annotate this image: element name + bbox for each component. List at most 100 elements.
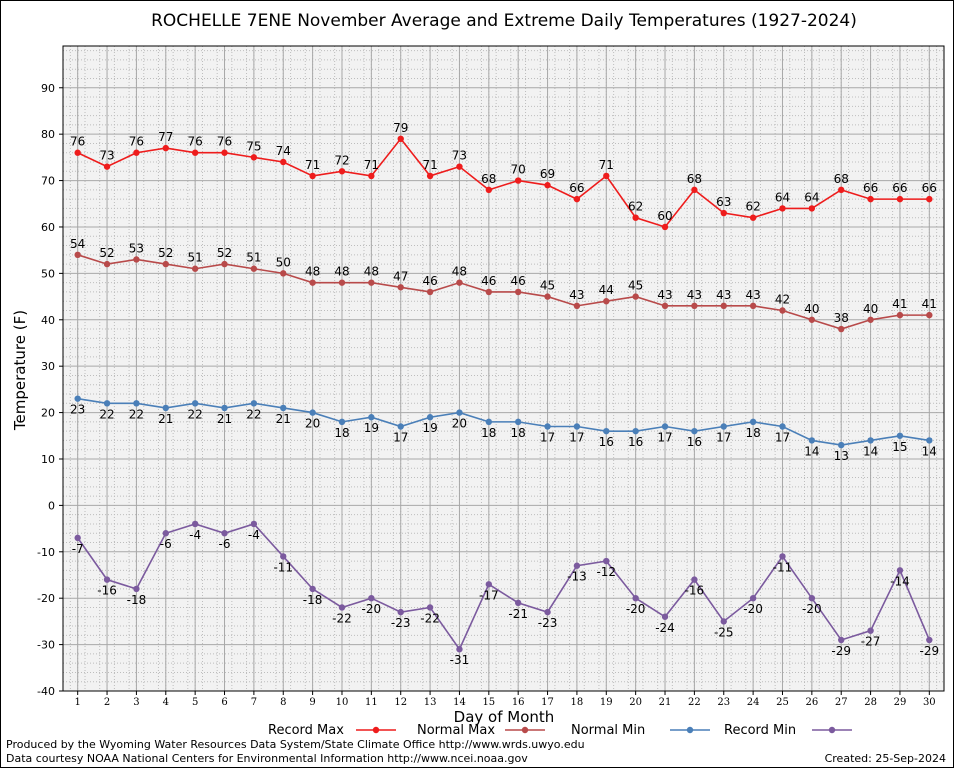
data-label: 76 xyxy=(217,135,232,149)
data-point xyxy=(74,395,81,402)
data-label: -20 xyxy=(743,602,763,616)
data-label: 17 xyxy=(393,431,408,445)
data-point xyxy=(603,172,610,180)
legend-marker xyxy=(521,726,529,734)
x-tick-label: 10 xyxy=(336,697,349,708)
data-label: -18 xyxy=(127,593,147,607)
data-point xyxy=(221,149,228,156)
temperature-chart: ROCHELLE 7ENE November Average and Extre… xyxy=(11,11,945,738)
data-label: 71 xyxy=(305,158,320,172)
data-point xyxy=(74,534,81,542)
y-tick-label: 90 xyxy=(41,82,55,95)
data-label: 71 xyxy=(422,158,437,172)
data-point xyxy=(573,562,581,569)
data-point xyxy=(133,400,140,407)
data-label: 51 xyxy=(188,251,203,265)
data-label: 71 xyxy=(364,158,379,172)
x-tick-label: 12 xyxy=(394,697,407,708)
data-label: 48 xyxy=(452,265,467,279)
data-point xyxy=(338,279,346,286)
data-label: -11 xyxy=(273,560,293,574)
data-point xyxy=(661,423,669,430)
data-point xyxy=(838,636,845,644)
series-layer: 76 73 76 77 76 76 75 74 71 72 71 79 71 73 68 70 69 66 71 62… xyxy=(70,121,939,667)
y-tick-label: 70 xyxy=(41,175,55,188)
data-point xyxy=(573,195,581,203)
data-label: -29 xyxy=(920,644,940,658)
data-point xyxy=(426,172,434,180)
grid xyxy=(63,46,944,692)
data-label: -20 xyxy=(626,602,646,616)
data-point xyxy=(485,418,493,426)
data-point xyxy=(603,427,610,435)
data-point xyxy=(514,177,522,184)
data-point xyxy=(280,404,287,412)
data-label: 17 xyxy=(569,431,584,445)
data-point xyxy=(720,618,727,625)
data-point xyxy=(896,195,904,203)
data-label: -21 xyxy=(508,607,528,621)
data-label: 64 xyxy=(775,190,790,204)
legend: Record Max Normal Max Normal Min Record Min xyxy=(268,723,852,738)
data-label: 16 xyxy=(628,435,643,449)
data-point xyxy=(661,302,669,310)
data-point xyxy=(162,260,169,268)
data-label: 48 xyxy=(364,265,379,279)
data-label: 22 xyxy=(129,407,144,421)
data-label: 19 xyxy=(422,421,437,435)
data-point xyxy=(514,288,522,296)
data-point xyxy=(749,418,757,426)
data-label: 40 xyxy=(804,302,819,316)
series-line xyxy=(77,137,930,228)
data-point xyxy=(544,423,551,430)
chart-title: ROCHELLE 7ENE November Average and Extre… xyxy=(151,11,857,31)
data-point xyxy=(896,432,904,439)
data-point xyxy=(162,144,169,152)
data-point xyxy=(338,604,346,611)
data-point xyxy=(74,149,81,156)
data-label: 72 xyxy=(334,153,349,167)
data-label: -16 xyxy=(685,584,705,598)
data-label: -25 xyxy=(714,625,734,639)
data-label: 43 xyxy=(745,288,760,302)
data-label: -18 xyxy=(303,593,323,607)
data-label: 64 xyxy=(804,190,819,204)
y-tick-label: 60 xyxy=(41,221,55,234)
data-label: 40 xyxy=(863,302,878,316)
data-point xyxy=(426,604,434,611)
data-label: -24 xyxy=(655,621,675,635)
data-point xyxy=(720,209,727,217)
data-label: -22 xyxy=(420,611,440,625)
data-label: 52 xyxy=(217,246,232,260)
data-point xyxy=(720,302,727,310)
data-label: 73 xyxy=(99,149,114,163)
data-point xyxy=(544,293,551,300)
data-point xyxy=(867,627,874,634)
data-label: 54 xyxy=(70,237,85,251)
data-label: -27 xyxy=(861,635,881,649)
plot-frame xyxy=(62,45,945,692)
x-tick-label: 23 xyxy=(717,697,730,708)
x-tick-label: 25 xyxy=(776,697,789,708)
x-tick-label: 24 xyxy=(747,697,760,708)
data-point xyxy=(691,186,698,194)
data-point xyxy=(926,195,933,203)
data-label: 43 xyxy=(569,288,584,302)
data-point xyxy=(632,427,639,435)
data-point xyxy=(485,581,493,588)
data-label: 43 xyxy=(687,288,702,302)
data-label: 19 xyxy=(364,421,379,435)
data-point xyxy=(573,302,581,310)
data-label: -11 xyxy=(773,560,793,574)
data-label: 71 xyxy=(599,158,614,172)
data-point xyxy=(191,265,199,272)
data-point xyxy=(603,298,610,305)
data-label: 18 xyxy=(334,426,349,440)
data-label: 50 xyxy=(276,255,291,269)
data-label: 60 xyxy=(657,209,672,223)
data-label: -22 xyxy=(332,611,352,625)
x-tick-label: 3 xyxy=(133,697,139,708)
data-label: -29 xyxy=(831,644,851,658)
x-tick-label: 17 xyxy=(541,697,554,708)
data-label: 76 xyxy=(188,135,203,149)
